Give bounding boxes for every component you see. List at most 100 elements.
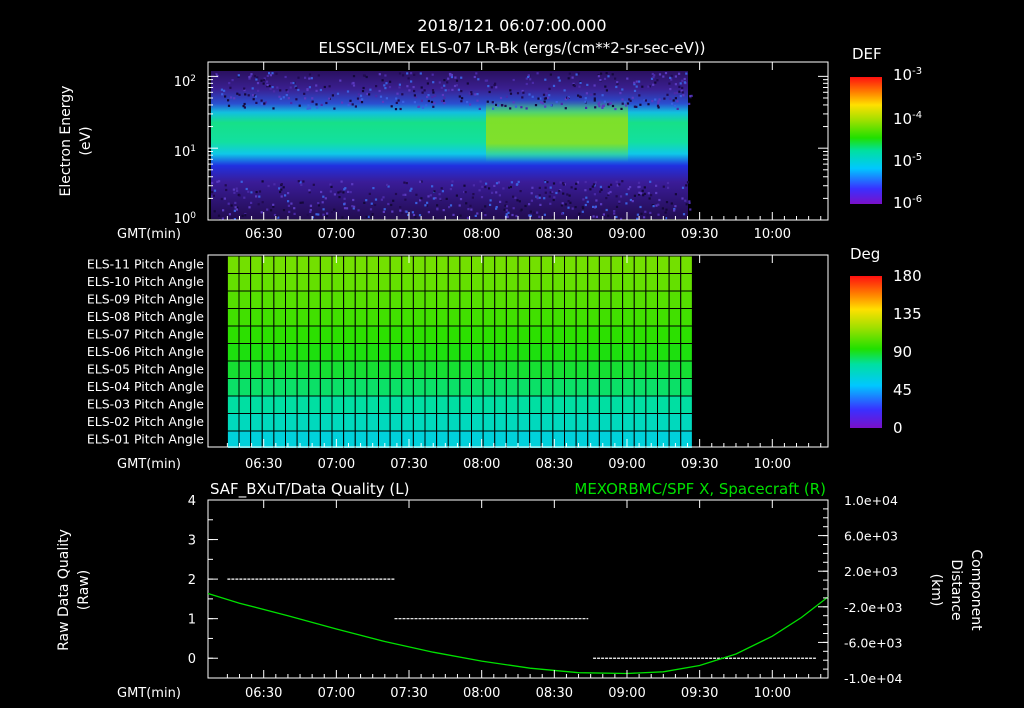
pitch-cell [366,343,380,362]
energy-noise-pixel [387,185,390,188]
energy-noise-pixel [512,195,515,198]
pitch-cell [564,308,577,327]
energy-noise-pixel [600,188,603,191]
energy-noise-pixel [436,208,439,211]
energy-noise-pixel [539,203,542,206]
pitch-cell [575,395,589,414]
pitch-cell [238,343,252,362]
pitch-cell [494,430,507,449]
pitch-cell [308,413,321,432]
pitch-cell [657,413,670,432]
pitch-cell [238,255,252,274]
pitch-cell [250,413,263,432]
pitch-cell [447,273,461,292]
pitch-cell [296,343,310,362]
energy-noise-pixel [658,198,661,202]
pitch-panel: ELS-11 Pitch Angle ELS-10 Pitch Angle ELS-… [87,245,922,472]
energy-noise-pixel [515,214,518,218]
pitch-cell [331,413,345,432]
pitch-cell [250,273,263,292]
pitch-cell [494,378,507,397]
pitch-cell [505,378,519,397]
energy-noise-pixel [379,95,383,98]
energy-noise-pixel [295,86,298,89]
energy-noise-pixel [607,214,610,217]
energy-noise-pixel [454,76,457,79]
energy-noise-pixel [610,183,613,186]
energy-noise-pixel [685,184,688,187]
energy-noise-pixel [658,98,661,101]
energy-noise-pixel [605,208,608,212]
energy-noise-pixel [446,81,449,84]
pitch-cell [598,325,612,344]
energy-noise-pixel [276,86,279,89]
energy-noise-pixel [272,107,275,110]
pitch-cell [587,325,600,344]
energy-noise-pixel [285,94,288,97]
energy-noise-pixel [477,78,480,81]
pitch-cell [680,308,693,327]
energy-noise-pixel [614,107,617,111]
energy-noise-pixel [567,200,570,203]
pitch-cell [517,395,531,414]
pitch-cell [412,430,426,449]
energy-noise-pixel [625,104,628,107]
energy-noise-pixel [530,199,533,202]
energy-noise-pixel [577,94,580,97]
energy-noise-pixel [401,93,404,96]
energy-noise-pixel [548,195,551,198]
pitch-cell [261,360,275,379]
energy-noise-pixel [308,189,311,192]
energy-noise-pixel [574,187,577,190]
energy-noise-pixel [369,215,372,218]
energy-noise-pixel [595,215,598,218]
pitch-cell [598,360,612,379]
pitch-cell [529,255,542,274]
pitch-cell [552,395,566,414]
energy-noise-pixel [354,105,357,108]
pitch-cell [424,360,438,379]
energy-noise-pixel [413,73,416,76]
pitch-cell [319,343,333,362]
pitch-cell [564,413,577,432]
energy-noise-pixel [664,72,668,75]
energy-noise-pixel [366,92,369,95]
energy-noise-pixel [569,201,572,204]
energy-noise-pixel [295,98,298,101]
pitch-cell [459,325,473,344]
pitch-cell [308,325,321,344]
energy-noise-pixel [361,90,365,93]
pitch-cell [622,413,635,432]
energy-noise-pixel [311,100,314,103]
energy-noise-pixel [562,183,565,186]
energy-noise-pixel [609,190,612,194]
energy-noise-pixel [665,201,669,204]
energy-noise-pixel [481,185,484,188]
pitch-row-label: ELS-01 Pitch Angle [87,432,204,447]
energy-noise-pixel [538,186,541,189]
energy-noise-pixel [298,104,301,107]
energy-noise-pixel [225,188,228,192]
energy-noise-pixel [395,97,398,100]
pitch-cell [447,290,461,309]
energy-noise-pixel [317,213,320,216]
pitch-cell [494,395,507,414]
energy-noise-pixel [221,93,224,96]
energy-noise-pixel [405,182,408,185]
energy-noise-pixel [594,181,597,184]
energy-noise-pixel [333,208,336,211]
energy-noise-pixel [299,201,302,204]
energy-noise-pixel [378,89,381,93]
energy-noise-pixel [641,189,644,192]
energy-noise-pixel [328,97,331,100]
energy-noise-pixel [466,82,469,85]
pitch-cell [354,360,368,379]
energy-noise-pixel [292,81,295,85]
energy-noise-pixel [234,206,237,209]
quality-y-tick-label-right: 2.0e+03 [844,564,898,579]
pitch-cell [308,430,321,449]
pitch-cell [285,325,298,344]
energy-noise-pixel [426,82,429,85]
pitch-cell [412,343,426,362]
energy-noise-pixel [683,77,686,81]
